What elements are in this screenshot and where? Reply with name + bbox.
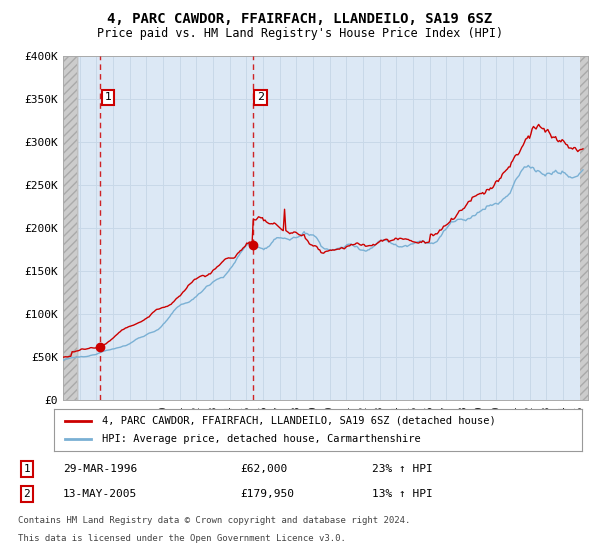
Text: 4, PARC CAWDOR, FFAIRFACH, LLANDEILO, SA19 6SZ (detached house): 4, PARC CAWDOR, FFAIRFACH, LLANDEILO, SA… [101,416,495,426]
Text: 13% ↑ HPI: 13% ↑ HPI [372,489,433,499]
Text: 23% ↑ HPI: 23% ↑ HPI [372,464,433,474]
Text: HPI: Average price, detached house, Carmarthenshire: HPI: Average price, detached house, Carm… [101,434,420,444]
Bar [580,56,588,400]
Text: Contains HM Land Registry data © Crown copyright and database right 2024.: Contains HM Land Registry data © Crown c… [18,516,410,525]
Text: Price paid vs. HM Land Registry's House Price Index (HPI): Price paid vs. HM Land Registry's House … [97,27,503,40]
Text: 4, PARC CAWDOR, FFAIRFACH, LLANDEILO, SA19 6SZ: 4, PARC CAWDOR, FFAIRFACH, LLANDEILO, SA… [107,12,493,26]
Text: 13-MAY-2005: 13-MAY-2005 [63,489,137,499]
Bar [63,56,77,400]
Text: 1: 1 [23,464,31,474]
Text: 2: 2 [23,489,31,499]
Text: 1: 1 [104,92,112,102]
Text: 29-MAR-1996: 29-MAR-1996 [63,464,137,474]
Text: £179,950: £179,950 [240,489,294,499]
Text: 2: 2 [257,92,264,102]
Text: This data is licensed under the Open Government Licence v3.0.: This data is licensed under the Open Gov… [18,534,346,543]
Text: £62,000: £62,000 [240,464,287,474]
Bar [63,56,77,400]
